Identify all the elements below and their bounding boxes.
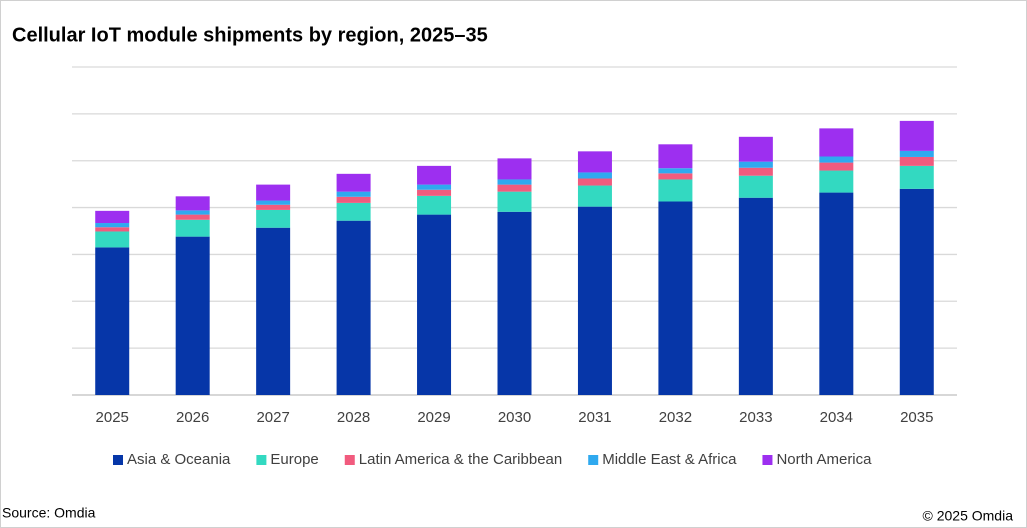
legend-swatch <box>588 455 599 465</box>
bar-segment <box>819 128 854 157</box>
bar-segment <box>497 158 532 180</box>
bar-segment <box>256 209 291 228</box>
bar-segment <box>256 227 291 395</box>
legend-swatch <box>344 455 355 465</box>
x-tick-label: 2033 <box>739 409 772 426</box>
bar-segment <box>819 170 854 193</box>
bar-segment <box>256 204 291 210</box>
bar-segment <box>417 165 452 185</box>
x-tick-label: 2029 <box>417 409 450 426</box>
bar-segment <box>175 210 210 215</box>
x-tick-label: 2031 <box>578 409 611 426</box>
chart-title: Cellular IoT module shipments by region,… <box>12 24 488 46</box>
bar-segment <box>899 165 934 189</box>
bar-segment <box>738 167 773 176</box>
bar-segment <box>417 189 452 196</box>
bar-segment <box>95 223 130 228</box>
bar-segment <box>336 220 371 395</box>
bar-segment <box>577 172 612 179</box>
bar-segment <box>658 201 693 395</box>
x-tick-label: 2028 <box>337 409 370 426</box>
legend-label: Europe <box>270 451 318 468</box>
legend-label: Latin America & the Caribbean <box>359 451 562 468</box>
bar-segment <box>336 173 371 192</box>
bar-segment <box>819 156 854 163</box>
bar-segment <box>577 151 612 173</box>
x-tick-label: 2035 <box>900 409 933 426</box>
bar-segment <box>577 185 612 207</box>
x-tick-label: 2034 <box>820 409 853 426</box>
bar-segment <box>658 179 693 202</box>
legend-label: North America <box>776 451 872 468</box>
bar-segment <box>417 214 452 395</box>
bar-segment <box>738 175 773 198</box>
x-tick-label: 2026 <box>176 409 209 426</box>
bar-segment <box>577 206 612 395</box>
bar-segment <box>95 210 130 224</box>
legend-swatch <box>762 455 773 465</box>
bar-segment <box>899 156 934 166</box>
legend-label: Asia & Oceania <box>127 451 231 468</box>
bar-segment <box>175 236 210 395</box>
bar-segment <box>819 162 854 171</box>
legend-label: Middle East & Africa <box>602 451 737 468</box>
source: Source: Omdia <box>2 505 96 521</box>
legend-swatch <box>113 455 123 465</box>
bar-segment <box>497 211 532 395</box>
bar-segment <box>417 184 452 190</box>
copyright: © 2025 Omdia <box>923 508 1014 524</box>
x-tick-label: 2025 <box>96 409 129 426</box>
bar-segment <box>336 196 371 203</box>
bar-segment <box>819 192 854 395</box>
bar-segment <box>95 231 130 248</box>
bar-segment <box>95 227 130 232</box>
bar-segment <box>497 191 532 212</box>
bar-segment <box>175 219 210 237</box>
bar-segment <box>577 178 612 186</box>
bar-segment <box>336 191 371 197</box>
bar-segment <box>256 200 291 205</box>
x-tick-label: 2032 <box>659 409 692 426</box>
bar-segment <box>175 196 210 211</box>
bar-segment <box>899 120 934 151</box>
x-tick-label: 2027 <box>256 409 289 426</box>
bar-segment <box>497 179 532 185</box>
bar-segment <box>175 214 210 220</box>
bar-segment <box>658 144 693 169</box>
bar-segment <box>738 136 773 162</box>
bar-segment <box>95 247 130 395</box>
bar-segment <box>658 173 693 180</box>
x-tick-label: 2030 <box>498 409 531 426</box>
bar-segment <box>738 197 773 395</box>
bar-segment <box>899 188 934 395</box>
bar-segment <box>658 168 693 174</box>
bar-segment <box>417 195 452 215</box>
bar-segment <box>497 184 532 192</box>
bar-segment <box>256 184 291 201</box>
bar-segment <box>899 150 934 157</box>
legend-swatch <box>256 455 267 465</box>
bar-segment <box>738 161 773 168</box>
bar-segment <box>336 202 371 221</box>
